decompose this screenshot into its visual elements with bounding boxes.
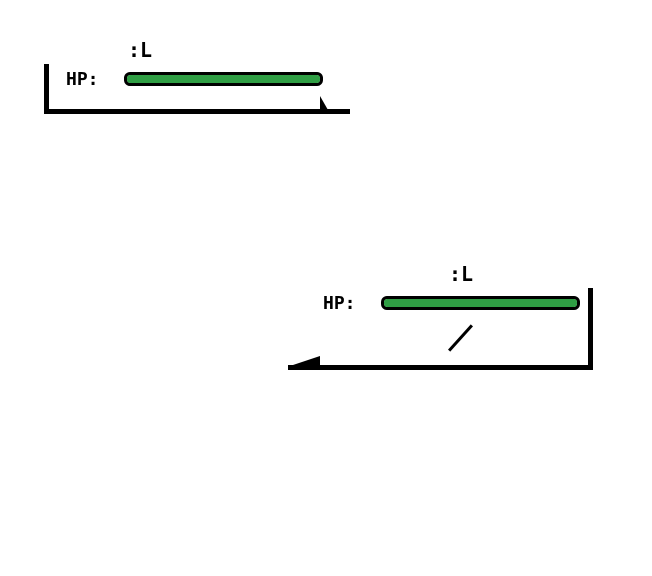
- player-hp-label: HP:: [323, 293, 356, 314]
- enemy-panel-corner-arrow: [320, 96, 346, 110]
- player-hp-bar: [381, 296, 580, 310]
- enemy-hp-fill: [127, 75, 320, 83]
- enemy-status-panel: :L HP:: [0, 0, 360, 120]
- player-status-panel: :L HP: /: [280, 250, 610, 380]
- player-hp-fill: [384, 299, 577, 307]
- player-panel-corner-arrow: [290, 356, 320, 366]
- player-panel-right-border: [588, 288, 593, 370]
- enemy-panel-bottom-border: [44, 109, 350, 114]
- enemy-hp-bar: [124, 72, 323, 86]
- enemy-hp-label: HP:: [66, 69, 99, 90]
- player-hp-separator-slash: [448, 324, 473, 352]
- player-level-label: :L: [449, 262, 474, 286]
- enemy-panel-left-border: [44, 64, 49, 114]
- player-panel-bottom-border: [288, 365, 593, 370]
- enemy-level-label: :L: [128, 38, 153, 62]
